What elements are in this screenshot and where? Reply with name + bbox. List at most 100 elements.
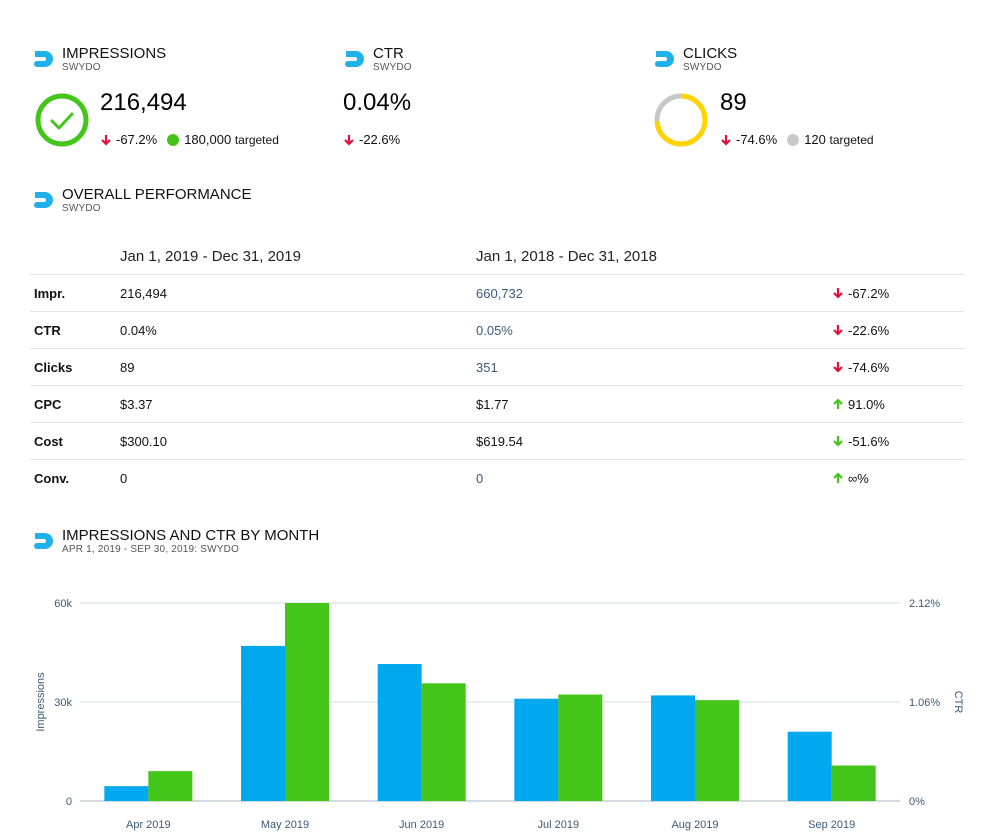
impressions-ctr-chart: 0 0% 30k 1.06% 60k 2.12% Impressions CTR Apr 201… bbox=[35, 598, 964, 831]
performance-table: Jan 1, 2019 - Dec 31, 2019 Jan 1, 2018 -… bbox=[30, 238, 964, 496]
arrow-down-icon bbox=[721, 134, 731, 146]
clicks-change: -74.6% bbox=[736, 132, 778, 147]
previous-value: $1.77 bbox=[476, 385, 832, 423]
period-current-header: Jan 1, 2019 - Dec 31, 2019 bbox=[120, 238, 476, 275]
metric-label: Impr. bbox=[30, 274, 120, 312]
ctr-value: 0.04% bbox=[343, 89, 412, 116]
check-icon bbox=[50, 112, 74, 130]
bar-impressions-0 bbox=[104, 786, 149, 801]
clicks-widget-header: CLICKS SWYDO bbox=[653, 45, 737, 74]
clicks-target-value: 120 bbox=[804, 132, 826, 147]
swydo-logo-icon bbox=[34, 533, 53, 549]
metric-label: CPC bbox=[30, 385, 120, 423]
y2-tick-label: 2.12% bbox=[909, 598, 940, 610]
change-value: -74.6% bbox=[848, 359, 890, 375]
arrow-down-icon bbox=[833, 436, 843, 447]
clicks-delta: -74.6% 120 targeted bbox=[720, 132, 874, 147]
swydo-logo-icon bbox=[34, 192, 53, 208]
chart-subtitle: APR 1, 2019 - SEP 30, 2019: SWYDO bbox=[62, 544, 240, 555]
x-tick-label: May 2019 bbox=[261, 819, 309, 831]
bar-ctr-3 bbox=[558, 694, 603, 801]
impressions-widget-header: IMPRESSIONS SWYDO bbox=[32, 45, 166, 74]
arrow-down-icon bbox=[344, 134, 354, 146]
arrow-down-icon bbox=[833, 362, 843, 373]
current-value: $3.37 bbox=[120, 385, 476, 423]
overall-title: OVERALL PERFORMANCE bbox=[62, 186, 252, 203]
change-cell: 91.0% bbox=[832, 397, 964, 412]
impressions-delta: -67.2% 180,000 targeted bbox=[100, 132, 279, 147]
overall-source: SWYDO bbox=[62, 203, 101, 214]
change-value: -67.2% bbox=[848, 285, 890, 301]
current-value: 89 bbox=[120, 348, 476, 386]
bar-ctr-1 bbox=[285, 603, 329, 801]
arrow-up-icon bbox=[833, 472, 843, 483]
impressions-target-value: 180,000 bbox=[184, 132, 232, 147]
bar-impressions-3 bbox=[514, 698, 559, 801]
impressions-source: SWYDO bbox=[62, 62, 101, 73]
performance-table-body: Impr. 216,494 660,732 -67.2% CTR 0.04% 0.05% -2… bbox=[30, 274, 964, 497]
swydo-logo-icon bbox=[655, 51, 674, 67]
previous-value: 351 bbox=[476, 348, 832, 386]
table-row: CTR 0.04% 0.05% -22.6% bbox=[30, 311, 964, 349]
clicks-source: SWYDO bbox=[683, 62, 722, 73]
table-row: Cost $300.10 $619.54 -51.6% bbox=[30, 422, 964, 460]
table-row: Clicks 89 351 -74.6% bbox=[30, 348, 964, 386]
y-tick-label: 0 bbox=[66, 796, 72, 808]
overall-performance-header: OVERALL PERFORMANCE SWYDO bbox=[32, 186, 252, 215]
x-tick-label: Jun 2019 bbox=[399, 819, 444, 831]
clicks-goal-ring bbox=[654, 93, 708, 147]
bar-impressions-5 bbox=[787, 731, 832, 801]
table-row: Impr. 216,494 660,732 -67.2% bbox=[30, 274, 964, 312]
current-value: 0 bbox=[120, 470, 128, 486]
impressions-goal-ring bbox=[35, 93, 89, 147]
target-dot-icon bbox=[787, 133, 800, 146]
bar-impressions-2 bbox=[377, 664, 422, 801]
period-previous-header: Jan 1, 2018 - Dec 31, 2018 bbox=[476, 238, 832, 275]
y-tick-label: 30k bbox=[54, 697, 72, 709]
clicks-target-label: targeted bbox=[829, 132, 874, 147]
chart-title: IMPRESSIONS AND CTR BY MONTH bbox=[62, 527, 320, 544]
impressions-target-label: targeted bbox=[234, 132, 279, 147]
previous-value: 660,732 bbox=[476, 274, 832, 312]
clicks-title: CLICKS bbox=[683, 45, 738, 62]
bar-impressions-4 bbox=[651, 695, 695, 801]
swydo-logo-icon bbox=[345, 51, 364, 67]
y-tick-label: 60k bbox=[54, 598, 72, 610]
impressions-value: 216,494 bbox=[100, 89, 187, 116]
change-value: -51.6% bbox=[848, 433, 890, 449]
change-value: ∞% bbox=[848, 470, 869, 486]
metric-label: Cost bbox=[30, 422, 120, 460]
ctr-widget-header: CTR SWYDO bbox=[343, 45, 412, 74]
change-value: -22.6% bbox=[848, 322, 890, 338]
arrow-down-icon bbox=[833, 288, 843, 299]
x-tick-label: Aug 2019 bbox=[671, 819, 718, 831]
ctr-source: SWYDO bbox=[373, 62, 412, 73]
previous-value: 0.05% bbox=[476, 311, 832, 349]
x-tick-label: Apr 2019 bbox=[126, 819, 171, 831]
arrow-down-icon bbox=[833, 325, 843, 336]
previous-value: $619.54 bbox=[476, 422, 832, 460]
clicks-value: 89 bbox=[720, 89, 747, 116]
arrow-down-icon bbox=[101, 134, 111, 146]
y2-axis-title: CTR bbox=[952, 691, 964, 714]
ctr-title: CTR bbox=[373, 45, 404, 62]
chart-header: IMPRESSIONS AND CTR BY MONTH APR 1, 2019… bbox=[32, 527, 319, 556]
metric-label: Clicks bbox=[30, 348, 120, 386]
metric-label: Conv. bbox=[34, 470, 70, 486]
bar-ctr-2 bbox=[421, 683, 466, 801]
table-header-row: Jan 1, 2019 - Dec 31, 2019 Jan 1, 2018 -… bbox=[30, 238, 964, 275]
current-value: $300.10 bbox=[120, 422, 476, 460]
ctr-change: -22.6% bbox=[359, 132, 401, 147]
change-cell: -51.6% bbox=[832, 434, 964, 449]
change-value: 91.0% bbox=[848, 396, 885, 412]
current-value: 0.04% bbox=[120, 311, 476, 349]
change-cell: -22.6% bbox=[832, 323, 964, 338]
previous-value: 0 bbox=[476, 470, 484, 486]
x-tick-label: Jul 2019 bbox=[538, 819, 580, 831]
swydo-logo-icon bbox=[34, 51, 53, 67]
ctr-delta: -22.6% bbox=[343, 132, 400, 147]
change-cell: -67.2% bbox=[832, 286, 964, 301]
arrow-up-icon bbox=[833, 398, 843, 409]
y2-tick-label: 0% bbox=[909, 796, 925, 808]
table-row: CPC $3.37 $1.77 91.0% bbox=[30, 385, 964, 423]
